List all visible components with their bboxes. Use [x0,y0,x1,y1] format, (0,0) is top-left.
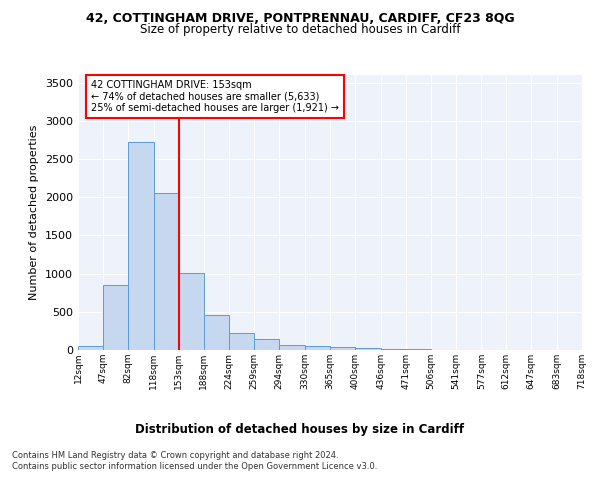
Bar [78,346,103,350]
Bar [128,142,154,350]
Text: 42, COTTINGHAM DRIVE, PONTPRENNAU, CARDIFF, CF23 8QG: 42, COTTINGHAM DRIVE, PONTPRENNAU, CARDI… [86,12,514,26]
Bar [203,315,229,350]
Bar [380,349,406,350]
Bar [229,333,254,350]
Text: Contains HM Land Registry data © Crown copyright and database right 2024.: Contains HM Land Registry data © Crown c… [12,450,338,460]
Text: Distribution of detached houses by size in Cardiff: Distribution of detached houses by size … [136,422,464,436]
Bar [280,345,305,350]
Bar [154,192,179,350]
Y-axis label: Number of detached properties: Number of detached properties [29,125,40,300]
Bar [254,340,280,350]
Bar [305,346,330,350]
Bar [330,348,355,350]
Text: 42 COTTINGHAM DRIVE: 153sqm
← 74% of detached houses are smaller (5,633)
25% of : 42 COTTINGHAM DRIVE: 153sqm ← 74% of det… [91,80,339,113]
Text: Contains public sector information licensed under the Open Government Licence v3: Contains public sector information licen… [12,462,377,471]
Bar [179,273,203,350]
Text: Size of property relative to detached houses in Cardiff: Size of property relative to detached ho… [140,22,460,36]
Bar [103,284,128,350]
Bar [355,348,380,350]
